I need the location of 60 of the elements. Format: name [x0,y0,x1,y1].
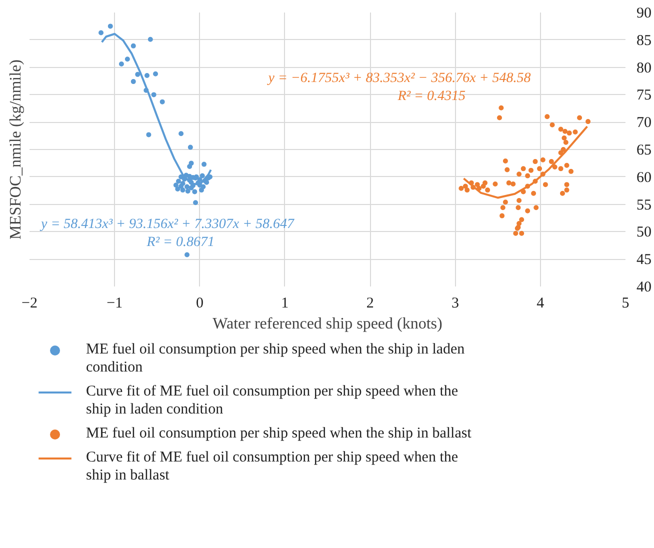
y-tick-label: 70 [636,115,652,132]
point [180,188,186,193]
y-tick-label: 40 [636,280,652,296]
point [175,186,180,192]
x-tick-label: −1 [106,296,123,312]
point [198,188,204,193]
point [148,36,153,42]
point [176,178,181,184]
point [108,24,113,29]
y-tick-label: 55 [636,197,652,214]
point [98,30,104,36]
point [192,189,198,194]
y-tick-label: 50 [636,224,652,241]
y-tick-label: 75 [636,88,652,104]
legend-label: Curve fit of ME fuel oil consumption per ship speed when the ship in ballast [86,450,458,484]
point [184,184,190,190]
legend-label: Curve fit of ME fuel oil consumption per ship speed when the ship in laden condition [86,384,458,418]
x-tick-label: 2 [366,296,374,312]
legend-label: ME fuel oil consumption per ship speed when the ship in ballast [86,426,472,442]
x-axis-title: Water referenced ship speed (knots) [212,316,442,332]
point [178,184,184,189]
point [184,252,190,258]
x-tick-label: 5 [622,296,630,312]
point [144,73,150,78]
annotation: y = −6.1755x³ + 83.353x² − 356.76x + 548.58 [266,71,531,86]
point [188,144,193,150]
point [202,162,207,167]
point [130,43,136,48]
point [178,131,184,136]
y-tick-label: 65 [636,142,652,158]
y-tick-label: 45 [636,252,652,268]
point [193,200,198,206]
x-tick-label: 3 [451,296,459,312]
point [197,177,202,182]
point [118,62,124,67]
annotation: y = 58.413x³ + 93.156x² + 7.3307x + 58.647 [38,217,296,232]
line-series [462,125,588,199]
y-axis-title: MESFOC_nmile (kg/nmile) [8,60,24,240]
annotation: R² = 0.4315 [396,89,466,104]
y-tick-label: 60 [636,170,652,186]
point [151,92,156,98]
point [173,182,178,188]
y-tick-label: 90 [636,6,652,22]
annotation: R² = 0.8671 [146,235,215,250]
point [200,173,205,178]
x-tick-label: 4 [536,296,545,312]
x-tick-label: 0 [196,296,204,312]
point [185,188,190,194]
y-tick-label: 80 [636,60,652,76]
point [124,56,130,62]
point [187,164,192,169]
point [135,72,140,77]
y-tick-label: 85 [636,32,652,49]
x-tick-label: −2 [22,296,38,312]
point [160,99,165,104]
legend-label: ME fuel oil consumption per ship speed when the ship in laden condition [86,342,466,376]
x-tick-label: 1 [281,296,289,312]
point [146,132,152,138]
point [153,71,158,76]
point [130,79,136,84]
